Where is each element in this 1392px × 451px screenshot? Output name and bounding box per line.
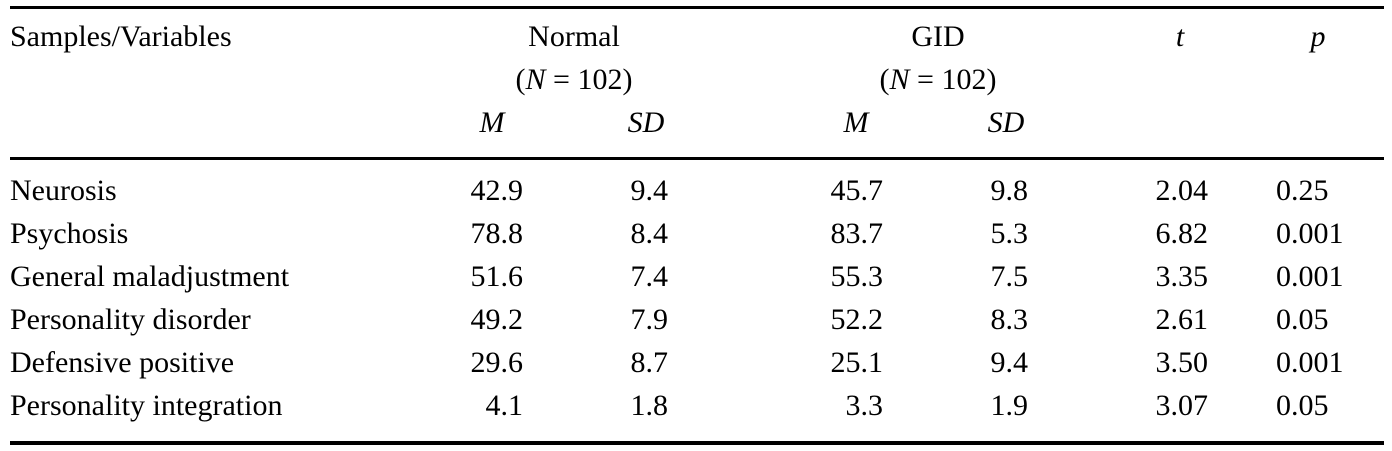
cell-gid-sd: 9.8	[990, 174, 1029, 207]
col-header-normal-sd: SD	[627, 106, 665, 139]
cell-gid-m: 45.7	[830, 174, 884, 207]
cell-gid-sd: 8.3	[990, 303, 1029, 336]
cell-normal-m: 78.8	[470, 217, 524, 250]
cell-variable: Personality integration	[10, 389, 283, 422]
cell-variable: General maladjustment	[10, 260, 290, 293]
cell-p: 0.05	[1276, 389, 1329, 422]
cell-gid-m: 25.1	[830, 346, 884, 379]
cell-p: 0.001	[1276, 346, 1344, 379]
cell-normal-m: 51.6	[470, 260, 524, 293]
cell-normal-sd: 7.4	[630, 260, 669, 293]
group-n-normal: (N = 102)	[515, 63, 633, 96]
cell-p: 0.25	[1276, 174, 1329, 207]
cell-normal-sd: 1.8	[630, 389, 669, 422]
cell-t: 3.07	[1155, 389, 1209, 422]
col-header-gid-m: M	[843, 106, 869, 139]
group-header-normal: Normal	[528, 20, 620, 53]
cell-variable: Psychosis	[10, 217, 129, 250]
cell-normal-m: 49.2	[470, 303, 524, 336]
group-header-gid: GID	[911, 20, 965, 53]
cell-t: 6.82	[1155, 217, 1209, 250]
cell-variable: Neurosis	[10, 174, 117, 207]
cell-t: 2.04	[1155, 174, 1209, 207]
col-header-samples-variables: Samples/Variables	[10, 20, 232, 53]
cell-t: 3.50	[1155, 346, 1209, 379]
cell-normal-sd: 7.9	[630, 303, 669, 336]
cell-gid-m: 83.7	[830, 217, 884, 250]
bottom-rule	[10, 441, 1384, 445]
cell-normal-m: 4.1	[485, 389, 524, 422]
cell-gid-sd: 7.5	[990, 260, 1029, 293]
group-n-gid: (N = 102)	[879, 63, 997, 96]
col-header-p: p	[1310, 20, 1326, 53]
header-rule	[10, 157, 1384, 160]
cell-gid-sd: 5.3	[990, 217, 1029, 250]
cell-variable: Defensive positive	[10, 346, 235, 379]
cell-t: 3.35	[1155, 260, 1209, 293]
top-rule	[10, 6, 1384, 9]
cell-gid-m: 52.2	[830, 303, 884, 336]
cell-normal-sd: 9.4	[630, 174, 669, 207]
cell-variable: Personality disorder	[10, 303, 251, 336]
cell-gid-sd: 9.4	[990, 346, 1029, 379]
cell-p: 0.05	[1276, 303, 1329, 336]
cell-p: 0.001	[1276, 260, 1344, 293]
cell-normal-sd: 8.7	[630, 346, 669, 379]
cell-gid-sd: 1.9	[990, 389, 1029, 422]
col-header-normal-m: M	[479, 106, 505, 139]
col-header-t: t	[1175, 20, 1185, 53]
cell-gid-m: 3.3	[845, 389, 884, 422]
cell-t: 2.61	[1155, 303, 1209, 336]
cell-normal-sd: 8.4	[630, 217, 669, 250]
col-header-gid-sd: SD	[987, 106, 1025, 139]
cell-p: 0.001	[1276, 217, 1344, 250]
cell-normal-m: 42.9	[470, 174, 524, 207]
cell-gid-m: 55.3	[830, 260, 884, 293]
cell-normal-m: 29.6	[470, 346, 524, 379]
